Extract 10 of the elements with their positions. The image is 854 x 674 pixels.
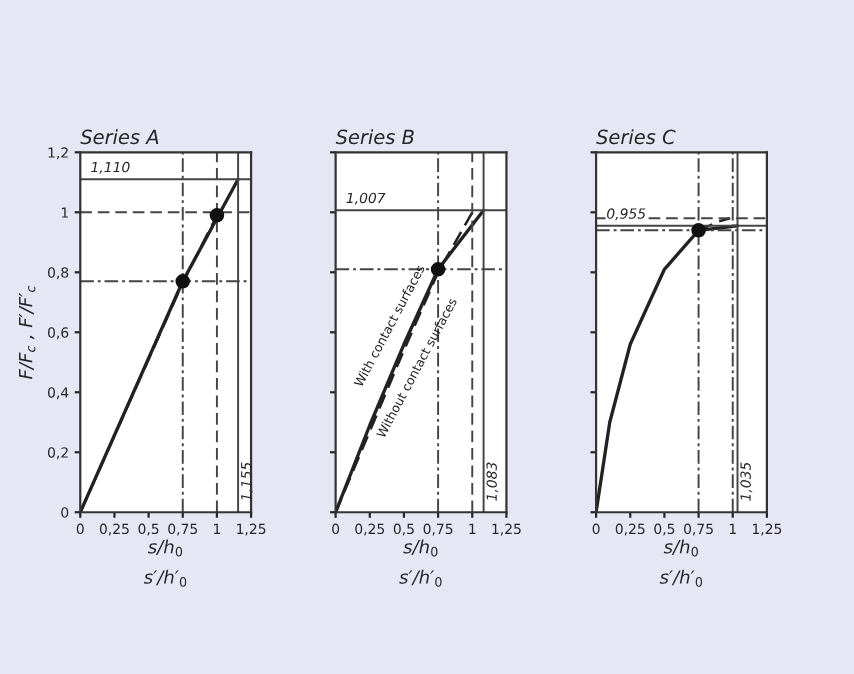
chart-title: Series C: [596, 129, 676, 145]
x-axis-title: s/h$_{0}$: [663, 539, 698, 557]
chart-title: Series B: [335, 129, 414, 145]
text: s′/h′$_{0}$: [659, 569, 703, 587]
x-axis-title: s/h$_{0}$: [148, 539, 183, 557]
chart-title: Series A: [80, 129, 159, 145]
text: s′/h′$_{0}$: [399, 569, 442, 587]
text: s′/h′$_{0}$: [143, 569, 187, 587]
y-axis-title: F/F$_{c}$ , F′/F′$_{c}$: [19, 285, 36, 380]
x-axis-title: s/h$_{0}$: [403, 539, 438, 557]
